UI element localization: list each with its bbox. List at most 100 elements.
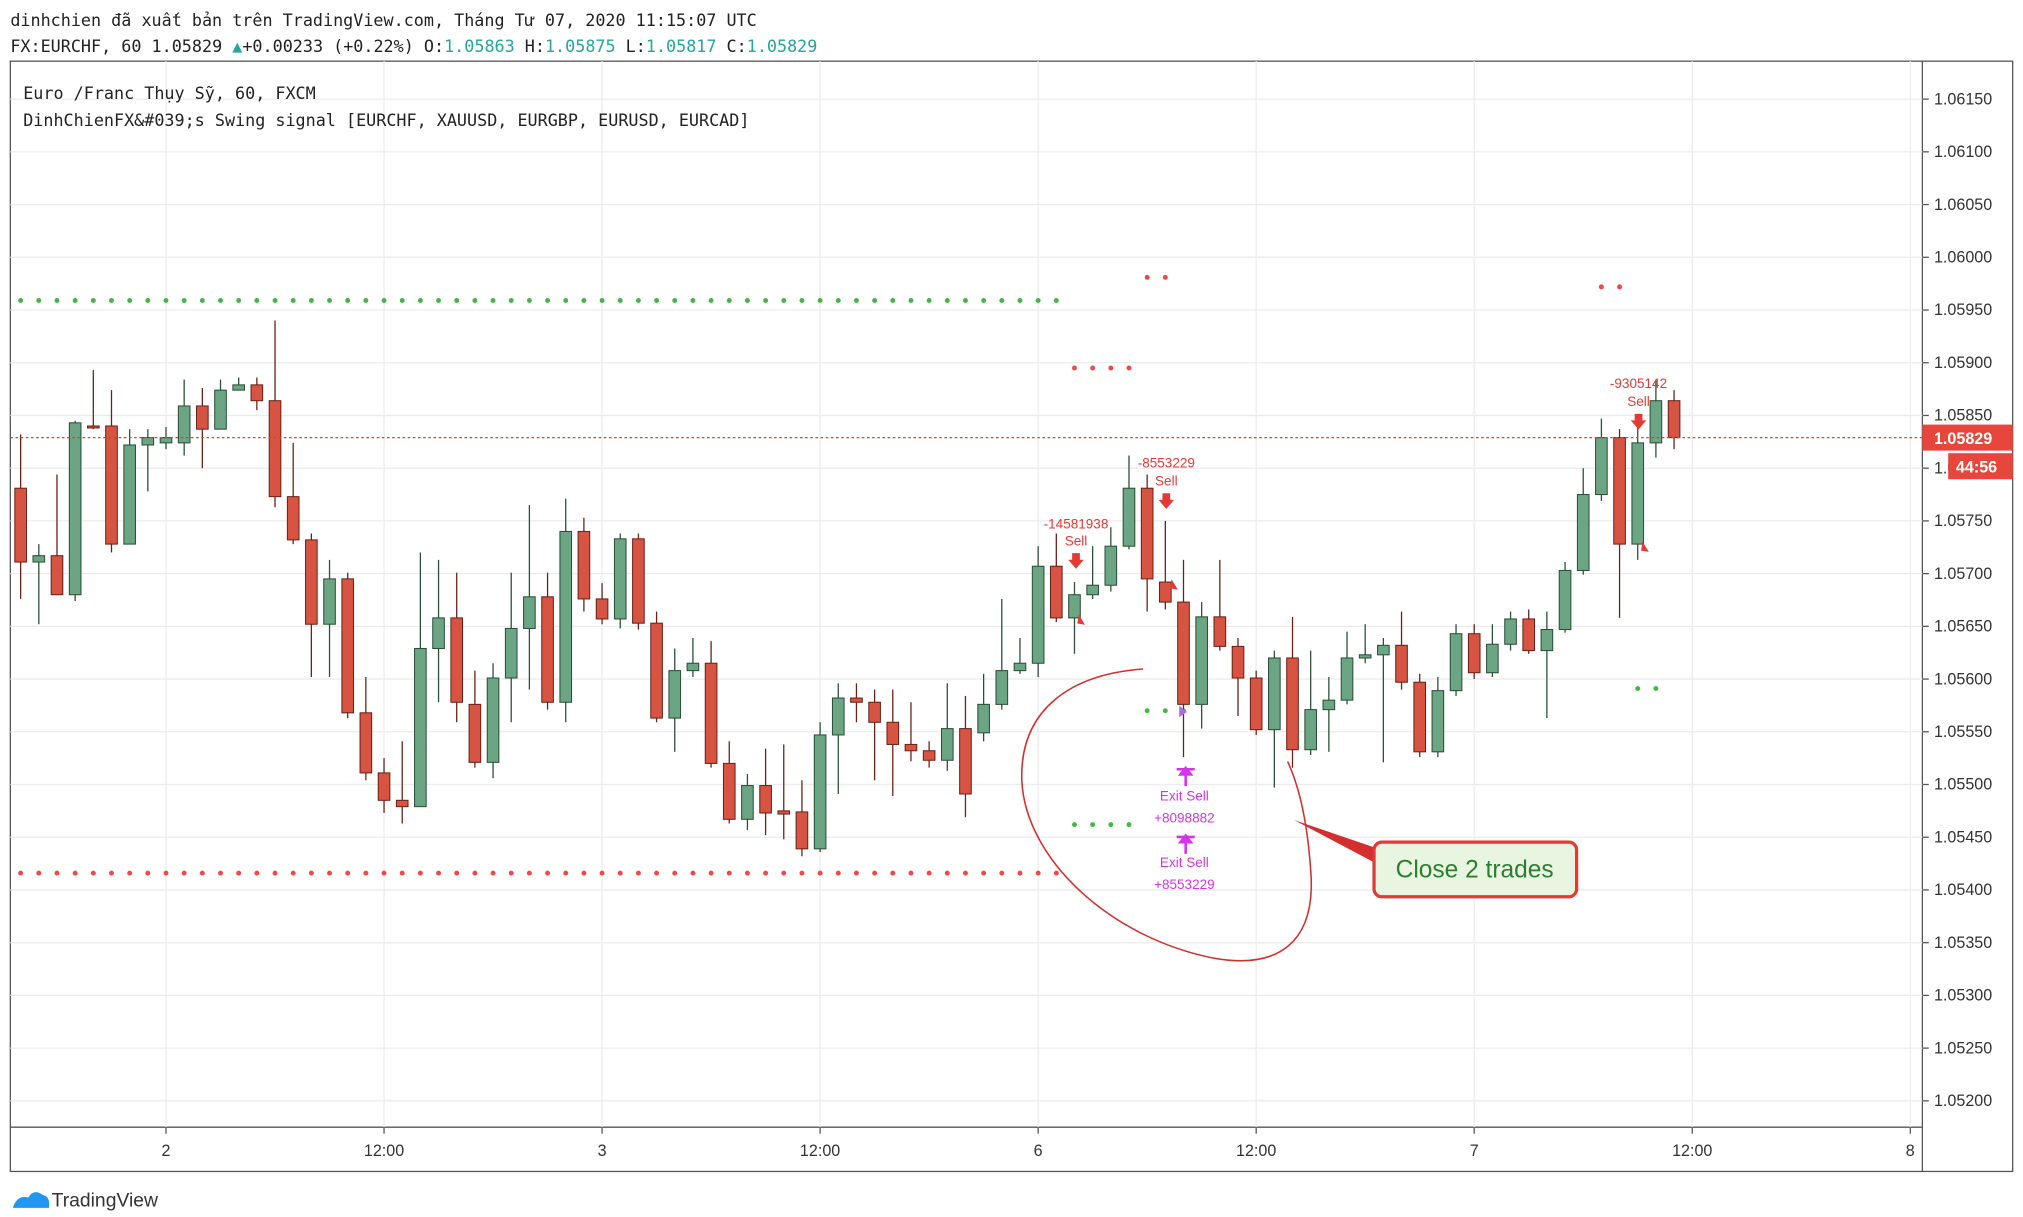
indicator-dot (563, 870, 569, 876)
candle-body (686, 662, 700, 672)
candle-body (904, 743, 918, 752)
exit-arrow (1176, 833, 1195, 854)
y-tick-label: 1.05250 (1934, 1039, 1992, 1057)
price-tag (1922, 424, 2013, 451)
indicator-dot (690, 298, 696, 304)
indicator-dot (872, 870, 878, 876)
indicator-dot (1144, 708, 1150, 714)
candle-body (722, 762, 736, 820)
indicator-dot (508, 870, 514, 876)
indicator-dot (327, 298, 332, 304)
candle-body (668, 670, 682, 719)
candle-body (1631, 442, 1645, 545)
candle-body (1068, 594, 1081, 619)
indicator-dot (817, 298, 823, 304)
candle-body (1122, 487, 1136, 547)
indicator-dot (1017, 870, 1023, 876)
candle-body (541, 596, 554, 703)
indicator-dot (781, 870, 787, 876)
x-tick-label: 3 (598, 1142, 607, 1160)
indicator-dot (290, 870, 296, 876)
x-tick-label: 7 (1470, 1142, 1479, 1160)
candle-body (1086, 584, 1099, 596)
sell-arrow (1158, 493, 1175, 509)
indicator-dot (708, 298, 714, 304)
highlight-ellipse (1021, 668, 1313, 962)
last-price: 1.05829 (152, 36, 223, 56)
indicator-dot (999, 870, 1005, 876)
callout-text: Close 2 trades (1396, 856, 1554, 883)
candle-body (831, 697, 845, 736)
brand-name: TradingView (52, 1190, 159, 1212)
low-label: L: (626, 36, 646, 56)
indicator-dot (436, 298, 441, 304)
indicator-dots (18, 274, 1659, 876)
candle-body (1049, 565, 1063, 619)
candle-body (940, 728, 954, 761)
signal-action: Exit Sell (1160, 855, 1209, 870)
candle-body (286, 496, 300, 541)
candle-body (1322, 699, 1336, 711)
candle-body (922, 750, 936, 761)
candle-body (1667, 400, 1681, 439)
y-tick-label: 1.05450 (1934, 828, 1992, 846)
indicator-dot (890, 870, 896, 876)
candle-body (1286, 657, 1299, 751)
indicator-dot (490, 870, 496, 876)
candle-body (268, 400, 282, 498)
open-value: 1.05863 (444, 36, 515, 56)
candle-body (1195, 616, 1208, 705)
y-tick-label: 1.05200 (1934, 1092, 1992, 1110)
candle-body (196, 405, 209, 430)
indicator-dot (617, 870, 623, 876)
marker (1077, 614, 1086, 625)
indicator-dot (1090, 822, 1096, 828)
indicator-dot (236, 298, 242, 304)
indicator-dot (1126, 365, 1132, 371)
candle-body (414, 647, 427, 808)
candle-body (886, 721, 900, 745)
candle-body (613, 538, 627, 620)
candle-body (1613, 437, 1626, 545)
indicator-dot (381, 298, 387, 304)
indicator-dot (981, 298, 987, 304)
marker (1641, 541, 1649, 552)
indicator-dot (1635, 686, 1641, 692)
candle-body (1140, 487, 1154, 580)
indicator-dot (272, 870, 278, 876)
y-tick-label: 1.05400 (1934, 881, 1992, 899)
up-arrow: ▲ (232, 36, 243, 56)
indicator-dot (472, 870, 478, 876)
candle-body (123, 444, 136, 545)
indicator-dot (90, 870, 96, 876)
candle-body (1213, 616, 1227, 647)
candle-body (759, 785, 772, 814)
indicator-dot (1090, 365, 1096, 371)
indicator-dot (690, 870, 696, 876)
candle-body (214, 389, 227, 430)
close-value: 1.05829 (747, 36, 818, 56)
candle-body (68, 422, 82, 596)
indicator-dot (545, 870, 551, 876)
signal-amount: -14581938 (1044, 516, 1109, 531)
y-tick-label: 1.05750 (1934, 512, 1992, 530)
candle-body (1231, 645, 1245, 679)
indicator-dot (399, 298, 405, 304)
candle-body (50, 555, 64, 596)
candle-body (450, 617, 464, 703)
signals: -14581938 Sell -8553229 Sell -9305142 Se… (1044, 376, 1667, 892)
indicator-dot (1126, 822, 1132, 828)
indicator-dot (127, 298, 133, 304)
publish-line: dinhchien đã xuất bản trên TradingView.c… (10, 10, 756, 30)
candle-body (1031, 565, 1045, 664)
symbol: FX:EURCHF, 60 (10, 36, 141, 56)
indicator-dot (545, 298, 551, 304)
quote-line: FX:EURCHF, 60 1.05829 ▲+0.00233 (+0.22%)… (10, 36, 817, 56)
indicator-dot (672, 298, 678, 304)
candle-body (1576, 494, 1590, 571)
brand-logo (12, 1192, 50, 1208)
indicator-dot (109, 298, 114, 304)
indicator-dot (308, 870, 314, 876)
